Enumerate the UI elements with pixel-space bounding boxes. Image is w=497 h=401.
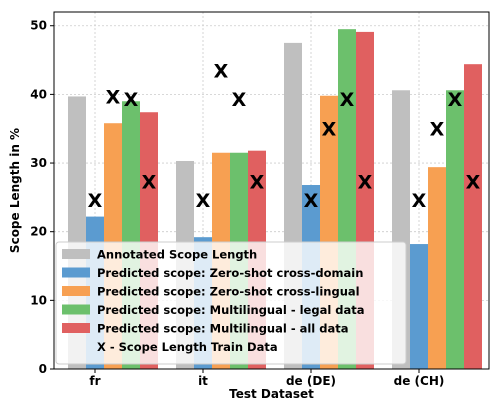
train-length-marker: X — [214, 60, 229, 82]
legend-label-markers: X - Scope Length Train Data — [97, 340, 278, 354]
train-length-marker: X — [196, 190, 211, 212]
legend-swatch — [62, 304, 90, 315]
y-tick-label: 40 — [30, 87, 47, 101]
y-axis-title: Scope Length in % — [8, 128, 22, 253]
legend-label: Predicted scope: Multilingual - all data — [97, 322, 349, 336]
legend-box — [55, 241, 407, 365]
train-length-marker: X — [322, 119, 337, 141]
train-length-marker: X — [448, 89, 463, 111]
y-axis-ticks: 0 10 20 30 40 50 — [30, 19, 54, 376]
train-length-marker: X — [88, 190, 103, 212]
train-length-marker: X — [232, 89, 247, 111]
train-length-marker: X — [124, 89, 139, 111]
legend-swatch — [62, 323, 90, 333]
legend-swatch — [62, 267, 90, 278]
train-length-marker: X — [142, 172, 157, 194]
x-tick-label: de (DE) — [286, 374, 336, 388]
train-length-marker: X — [412, 190, 427, 212]
bar — [446, 90, 464, 369]
legend-swatch — [62, 249, 90, 259]
y-tick-label: 10 — [30, 293, 47, 307]
y-tick-label: 0 — [39, 362, 47, 376]
legend-label: Predicted scope: Zero-shot cross-lingual — [97, 285, 360, 299]
y-tick-label: 50 — [30, 19, 47, 33]
x-axis-title: Test Dataset — [229, 387, 314, 401]
train-length-marker: X — [250, 172, 265, 194]
bar — [464, 64, 482, 369]
x-tick-label: de (CH) — [394, 374, 445, 388]
train-length-marker: X — [430, 119, 445, 141]
bar — [410, 244, 428, 369]
y-tick-label: 30 — [30, 156, 47, 170]
train-length-marker: X — [358, 172, 373, 194]
x-tick-label: it — [198, 374, 208, 388]
legend-label: Predicted scope: Zero-shot cross-domain — [97, 266, 363, 280]
train-length-marker: X — [106, 86, 121, 108]
x-tick-label: fr — [89, 374, 100, 388]
y-tick-label: 20 — [30, 225, 47, 239]
legend: Annotated Scope Length Predicted scope: Z… — [55, 241, 407, 365]
train-length-marker: X — [340, 89, 355, 111]
train-length-marker: X — [304, 190, 319, 212]
x-axis-ticks: fr it de (DE) de (CH) — [89, 369, 444, 388]
legend-swatch — [62, 286, 90, 296]
bar — [428, 167, 446, 369]
train-length-marker: X — [466, 172, 481, 194]
legend-label: Predicted scope: Multilingual - legal da… — [97, 303, 365, 317]
legend-label: Annotated Scope Length — [97, 248, 257, 262]
plot-frame — [53, 11, 490, 370]
